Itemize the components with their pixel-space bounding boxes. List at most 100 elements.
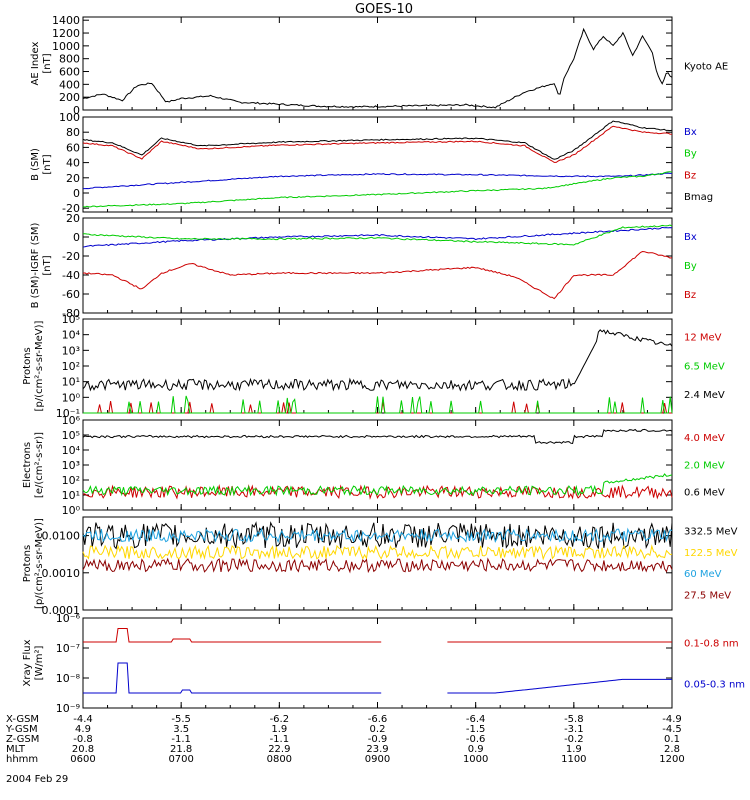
panel-electrons: 10⁰ 10¹ 10² 10³ 10⁴ 10⁵ 10⁶ Electrons [e/(cm²-s-… (22, 414, 725, 517)
ephemeris-value: 1200 (659, 754, 684, 765)
ephemeris-value: 0600 (70, 754, 95, 765)
ephemeris-value: -1.1 (270, 734, 290, 745)
series-line-122.5-MeV (82, 544, 673, 561)
legend-label: 12 MeV (684, 333, 722, 344)
series-line-Kyoto-AE (82, 27, 673, 109)
ephemeris-row-label: X-GSM (6, 714, 39, 725)
y-axis-label: [W/m²] (34, 645, 45, 680)
ephemeris-value: 23.9 (366, 744, 388, 755)
y-tick-label: 600 (59, 66, 80, 79)
y-tick-label: 0 (73, 231, 80, 244)
series-line-Bx (82, 226, 673, 248)
y-tick-label: 10³ (62, 344, 80, 357)
ephemeris-value: 22.9 (268, 744, 290, 755)
y-axis-label: [p/(cm²-s-sr-MeV)] (34, 518, 45, 609)
ephemeris-value: -4.5 (662, 724, 682, 735)
y-tick-label: 10⁴ (62, 329, 81, 342)
y-axis-label: Protons (22, 545, 33, 582)
y-tick-label: 800 (59, 53, 80, 66)
ephemeris-value: 0.9 (468, 744, 484, 755)
y-tick-label: 10⁻⁶ (56, 612, 81, 625)
legend-label: 60 MeV (684, 569, 722, 580)
panel-protons-hepad: 0.0001 0.0010 0.0100 Protons [p/(cm²-s-sr-Me… (22, 516, 738, 617)
y-tick-label: 20 (66, 212, 80, 225)
y-tick-label: 0.0001 (42, 604, 81, 617)
series-line-By (83, 224, 673, 246)
panel-frame (82, 617, 673, 709)
ephemeris-value: 1100 (561, 754, 586, 765)
plot-date: 2004 Feb 29 (6, 774, 68, 785)
legend-label: Bx (684, 127, 697, 138)
y-tick-label: 10¹ (62, 489, 80, 502)
y-axis-label: [e/(cm²-s-sr)] (34, 432, 45, 498)
ephemeris-value: 3.5 (173, 724, 189, 735)
y-axis-label: Electrons (22, 442, 33, 488)
y-axis-label: B (SM) (30, 148, 41, 181)
ephemeris-value: -0.9 (368, 734, 388, 745)
y-tick-label: -40 (62, 269, 80, 282)
series-line-0.6-MeV (82, 428, 673, 444)
ephemeris-value: -1.5 (466, 724, 486, 735)
series-line-Bx (83, 172, 673, 190)
legend-label: Kyoto AE (684, 62, 728, 73)
ephemeris-value: -0.2 (564, 734, 584, 745)
y-axis-label: B (SM)-IGRF (SM) (30, 223, 41, 309)
legend-label: Bx (684, 232, 697, 243)
legend-label: 27.5 MeV (684, 590, 731, 601)
y-tick-label: -60 (62, 288, 80, 301)
y-tick-label: 10⁰ (62, 504, 81, 517)
y-tick-label: 10⁵ (62, 429, 80, 442)
panel-frame (82, 16, 673, 111)
ephemeris-value: 0.1 (664, 734, 680, 745)
panel-b-igrf: -80 -60 -40 -20 0 20 B (SM)-IGRF (SM) [nT] Bx By B… (30, 212, 697, 320)
ephemeris-row-label: hhmm (6, 754, 38, 765)
ephemeris-value: 1.9 (566, 744, 582, 755)
y-axis-label: [p/(cm²-s-sr-MeV)] (34, 320, 45, 411)
series-line-0.1-0.8-nm (83, 628, 672, 643)
legend-label: 2.4 MeV (684, 390, 725, 401)
y-tick-label: -80 (62, 307, 80, 320)
y-axis-label: Xray Flux (22, 639, 33, 686)
panel-frame (82, 116, 673, 213)
series-line-2.4-MeV (82, 329, 673, 392)
legend-label: 6.5 MeV (684, 361, 725, 372)
ephemeris-value: 0.2 (370, 724, 386, 735)
y-tick-label: 10⁴ (62, 444, 81, 457)
y-tick-label: -20 (62, 250, 80, 263)
legend-label: 4.0 MeV (684, 433, 725, 444)
legend-label: Bmag (684, 192, 713, 203)
y-tick-label: 10⁰ (62, 391, 81, 404)
y-tick-label: 100 (59, 111, 80, 124)
y-tick-label: 10² (62, 474, 80, 487)
y-tick-label: 10⁻⁸ (56, 672, 81, 685)
panel-xray: 10⁻⁹ 10⁻⁸ 10⁻⁷ 10⁻⁶ Xray Flux [W/m²] 0.1-0.8 n… (22, 612, 745, 715)
y-tick-label: 0.0010 (42, 567, 81, 580)
ephemeris-value: -5.5 (171, 714, 191, 725)
ephemeris-value: -5.8 (564, 714, 584, 725)
y-tick-label: 0 (73, 104, 80, 117)
panel-b-gsm: -20 0 20 40 60 80 100 B (SM) [nT] Bx By Bz Bmag (30, 111, 713, 215)
ephemeris-value: -0.8 (73, 734, 93, 745)
y-tick-label: 60 (66, 141, 80, 154)
y-axis-label: [nT] (42, 255, 53, 275)
legend-label: 332.5 MeV (684, 527, 738, 538)
ephemeris-value: 20.8 (72, 744, 94, 755)
y-tick-label: 10³ (62, 459, 80, 472)
y-tick-label: 10⁻⁹ (56, 702, 80, 715)
y-tick-label: 1400 (52, 14, 80, 27)
legend-label: Bz (684, 290, 696, 301)
ephemeris-value: 0700 (168, 754, 193, 765)
ephemeris-value: 21.8 (170, 744, 192, 755)
legend-label: 0.05-0.3 nm (684, 680, 745, 691)
ephemeris-value: 0800 (267, 754, 292, 765)
ephemeris-value: 2.8 (664, 744, 680, 755)
y-axis-label: [nT] (42, 53, 53, 73)
y-tick-label: 0 (73, 187, 80, 200)
legend-label: Bz (684, 170, 696, 181)
ephemeris-row-label: Y-GSM (5, 724, 38, 735)
ephemeris-value: -6.4 (466, 714, 486, 725)
legend-label: 0.1-0.8 nm (684, 639, 739, 650)
ephemeris-row-label: MLT (6, 744, 26, 755)
